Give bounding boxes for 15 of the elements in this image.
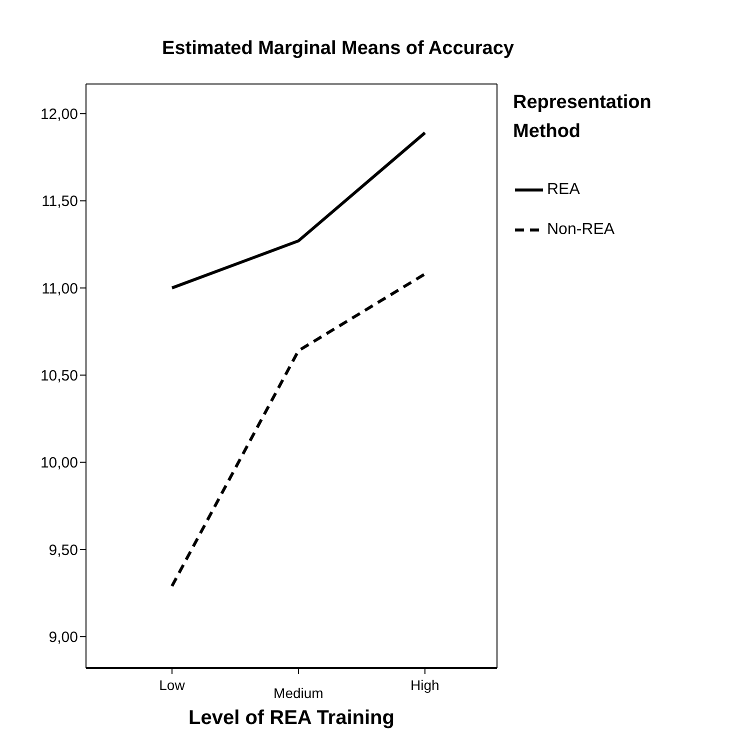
legend-title: Representation Method — [513, 91, 652, 144]
y-tick-label: 11,50 — [42, 193, 78, 210]
y-tick-label: 10,50 — [40, 367, 78, 384]
x-tick-label: Medium — [274, 685, 324, 701]
y-tick-label: 11,00 — [42, 280, 78, 298]
chart-title: Estimated Marginal Means of Accuracy — [161, 38, 515, 60]
legend-label: Non-REA — [547, 221, 615, 239]
legend-label: REA — [547, 181, 580, 199]
y-tick-label: 9,00 — [48, 628, 78, 646]
y-tick-label: 10,00 — [40, 454, 78, 472]
x-axis-title: Level of REA Training — [188, 707, 394, 729]
y-tick-label: 12,00 — [40, 106, 78, 123]
y-tick-label: 9,50 — [48, 542, 78, 559]
x-tick-label: High — [410, 677, 440, 693]
x-tick-label: Low — [159, 677, 186, 693]
